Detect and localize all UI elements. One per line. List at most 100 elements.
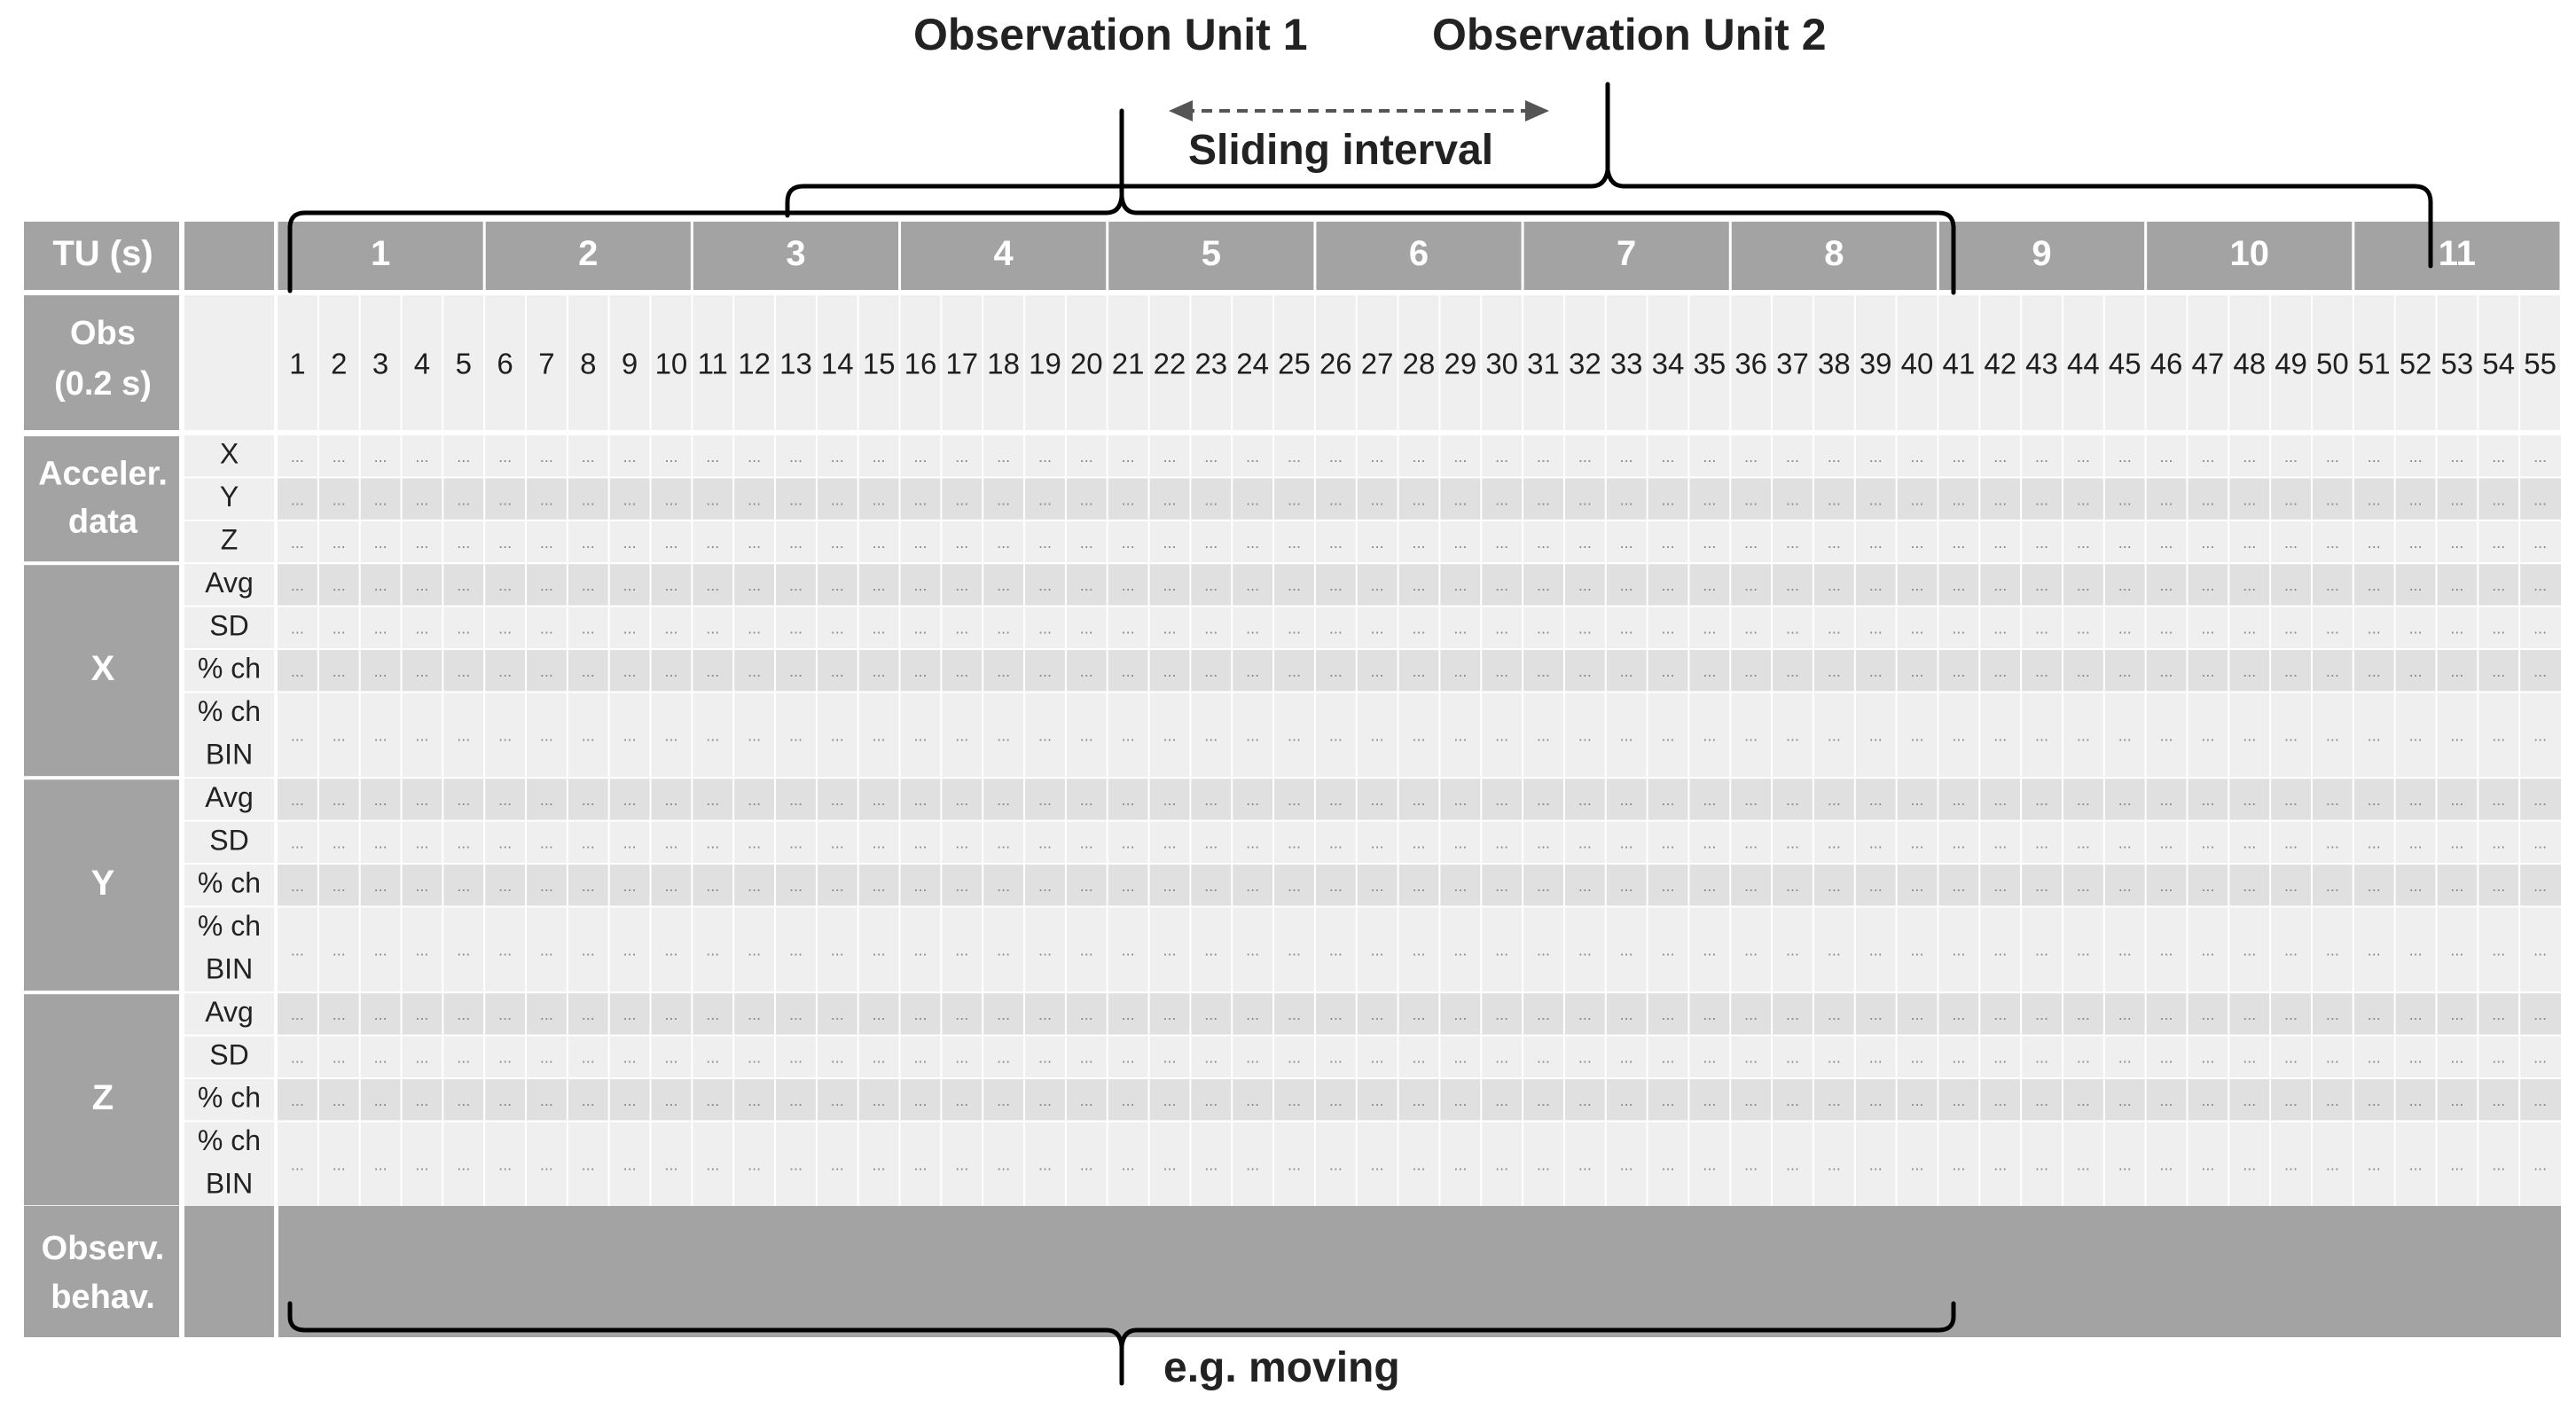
obs-cell [2271, 295, 2311, 430]
empty-cell-marker: ... [706, 576, 719, 594]
empty-cell-marker: ... [2035, 834, 2048, 852]
empty-cell-marker: ... [1453, 620, 1467, 638]
obs-number: 44 [2067, 348, 2100, 380]
empty-cell-marker: ... [2450, 834, 2463, 852]
empty-cell-marker: ... [1952, 1092, 1965, 1109]
empty-cell-marker: ... [623, 791, 637, 809]
empty-cell-marker: ... [1495, 620, 1508, 638]
empty-cell-marker: ... [540, 620, 553, 638]
empty-cell-marker: ... [1288, 1049, 1301, 1067]
empty-cell-marker: ... [789, 576, 803, 594]
obs-number: 13 [779, 348, 812, 380]
empty-cell-marker: ... [1122, 834, 1135, 852]
empty-cell-marker: ... [1578, 1006, 1592, 1023]
empty-cell-marker: ... [333, 1006, 346, 1023]
empty-cell-marker: ... [789, 620, 803, 638]
obs-number: 29 [1444, 348, 1476, 380]
behavior-bracket [287, 1301, 1956, 1386]
empty-cell-marker: ... [1412, 877, 1425, 895]
empty-cell-marker: ... [1288, 791, 1301, 809]
obs-number: 10 [655, 348, 688, 380]
empty-cell-marker: ... [955, 1156, 968, 1174]
empty-cell-marker: ... [1122, 1006, 1135, 1023]
empty-cell-marker: ... [1371, 942, 1384, 959]
empty-cell-marker: ... [831, 620, 844, 638]
obs-header-cell [24, 295, 179, 430]
empty-cell-marker: ... [1620, 576, 1633, 594]
obs-number: 32 [1569, 348, 1601, 380]
row-label: Avg [205, 567, 254, 599]
empty-cell-marker: ... [1786, 1006, 1799, 1023]
empty-cell-marker: ... [748, 490, 761, 508]
empty-cell-marker: ... [789, 534, 803, 552]
obs-number: 21 [1112, 348, 1145, 380]
empty-cell-marker: ... [2326, 662, 2339, 680]
empty-cell-marker: ... [873, 1092, 886, 1109]
empty-cell-marker: ... [1038, 1006, 1052, 1023]
empty-cell-marker: ... [1371, 620, 1384, 638]
data-row-band [277, 607, 2561, 648]
data-row-band [277, 564, 2561, 606]
obs-number: 1 [289, 348, 305, 380]
empty-cell-marker: ... [498, 448, 512, 466]
empty-cell-marker: ... [1371, 490, 1384, 508]
empty-cell-marker: ... [2284, 490, 2298, 508]
empty-cell-marker: ... [1204, 1156, 1218, 1174]
empty-cell-marker: ... [1662, 942, 1675, 959]
empty-cell-marker: ... [291, 791, 304, 809]
empty-cell-marker: ... [1412, 576, 1425, 594]
empty-cell-marker: ... [2077, 620, 2090, 638]
empty-cell-marker: ... [1453, 791, 1467, 809]
obs-number: 15 [863, 348, 896, 380]
empty-cell-marker: ... [2450, 490, 2463, 508]
empty-cell-marker: ... [1329, 662, 1343, 680]
empty-cell-marker: ... [498, 620, 512, 638]
empty-cell-marker: ... [1703, 620, 1716, 638]
empty-cell-marker: ... [1453, 1092, 1467, 1109]
empty-cell-marker: ... [1246, 1006, 1259, 1023]
empty-cell-marker: ... [997, 877, 1010, 895]
empty-cell-marker: ... [1371, 877, 1384, 895]
empty-cell-marker: ... [457, 490, 470, 508]
empty-cell-marker: ... [1453, 662, 1467, 680]
empty-cell-marker: ... [2077, 1006, 2090, 1023]
empty-cell-marker: ... [1537, 662, 1550, 680]
empty-cell-marker: ... [1038, 576, 1052, 594]
empty-cell-marker: ... [623, 877, 637, 895]
empty-cell-marker: ... [1371, 576, 1384, 594]
empty-cell-marker: ... [1288, 877, 1301, 895]
empty-cell-marker: ... [1329, 1092, 1343, 1109]
obs-number: 3 [372, 348, 388, 380]
empty-cell-marker: ... [1038, 877, 1052, 895]
empty-cell-marker: ... [748, 1092, 761, 1109]
obs-number: 53 [2441, 348, 2474, 380]
empty-cell-marker: ... [1703, 576, 1716, 594]
example-behavior-label: e.g. moving [1163, 1344, 1400, 1391]
empty-cell-marker: ... [2035, 1156, 2048, 1174]
empty-cell-marker: ... [997, 1006, 1010, 1023]
empty-cell-marker: ... [706, 662, 719, 680]
empty-cell-marker: ... [1204, 942, 1218, 959]
row-label: % ch [198, 1082, 261, 1114]
empty-cell-marker: ... [291, 448, 304, 466]
empty-cell-marker: ... [1122, 534, 1135, 552]
empty-cell-marker: ... [1080, 1156, 1093, 1174]
empty-cell-marker: ... [2201, 1006, 2214, 1023]
obs-number: 12 [738, 348, 771, 380]
empty-cell-marker: ... [1578, 576, 1592, 594]
empty-cell-marker: ... [913, 877, 927, 895]
empty-cell-marker: ... [997, 534, 1010, 552]
empty-cell-marker: ... [374, 791, 388, 809]
obs-cell [568, 295, 608, 430]
empty-cell-marker: ... [2201, 1156, 2214, 1174]
empty-cell-marker: ... [2409, 534, 2423, 552]
empty-cell-marker: ... [1080, 620, 1093, 638]
empty-cell-marker: ... [1662, 448, 1675, 466]
obs-number: 26 [1319, 348, 1352, 380]
obs-number: 39 [1860, 348, 1892, 380]
empty-cell-marker: ... [873, 490, 886, 508]
empty-cell-marker: ... [415, 490, 428, 508]
group-label-cell [24, 436, 179, 562]
empty-cell-marker: ... [2450, 576, 2463, 594]
empty-cell-marker: ... [1204, 576, 1218, 594]
